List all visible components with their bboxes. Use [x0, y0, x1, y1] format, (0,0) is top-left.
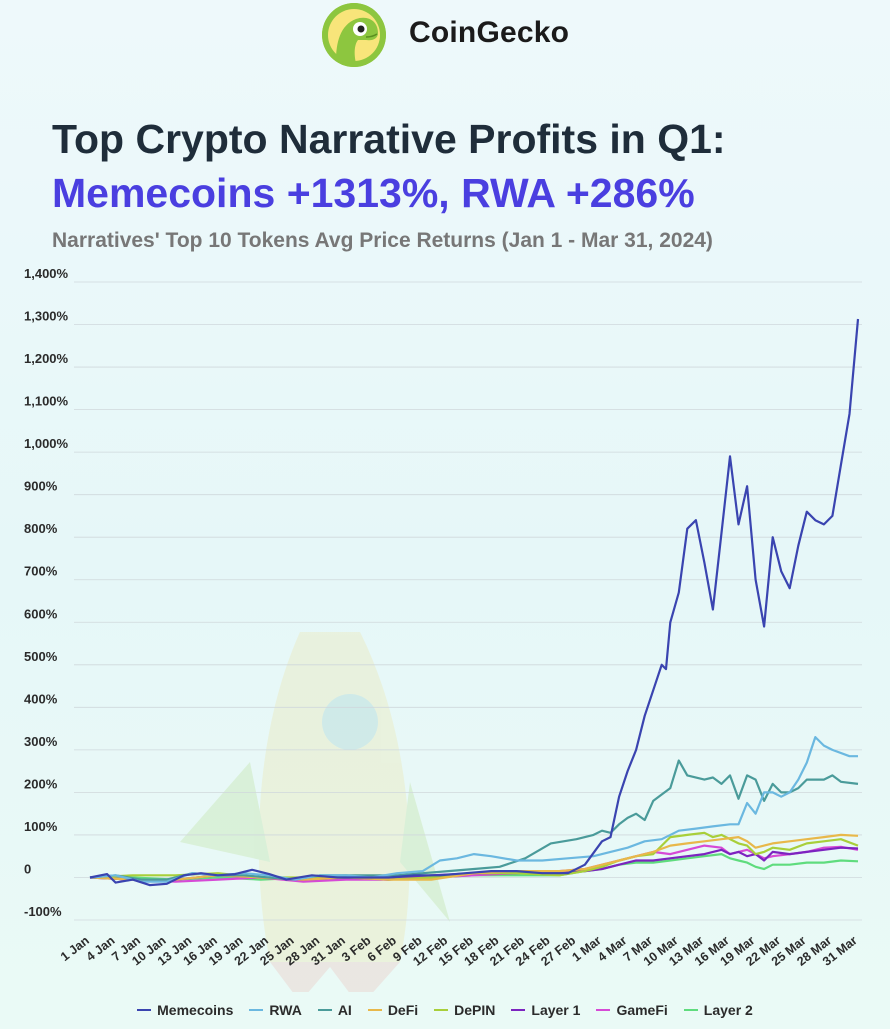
- y-tick-label: -100%: [24, 904, 62, 919]
- legend-item-memecoins[interactable]: Memecoins: [137, 1002, 233, 1018]
- legend-swatch: [683, 1009, 698, 1011]
- legend-label: Memecoins: [157, 1002, 234, 1018]
- chart-legend: Memecoins RWA AI DeFi DePIN Layer 1 GameFi Laye…: [0, 998, 890, 1022]
- legend-label: GameFi: [616, 1002, 668, 1018]
- legend-swatch: [434, 1009, 449, 1011]
- legend-item-depin[interactable]: DePIN: [434, 1002, 495, 1018]
- header-logo: CoinGecko: [0, 0, 890, 78]
- x-tick-label: 4 Jan: [84, 933, 118, 964]
- y-tick-label: 500%: [24, 649, 58, 664]
- y-tick-label: 800%: [24, 521, 58, 536]
- y-tick-label: 0: [24, 861, 31, 876]
- data-series: [89, 318, 860, 887]
- brand-name: CoinGecko: [409, 16, 570, 49]
- legend-label: DePIN: [454, 1002, 496, 1018]
- y-tick-label: 1,300%: [24, 309, 69, 324]
- series-line-defi: [89, 833, 859, 881]
- legend-label: RWA: [269, 1002, 302, 1018]
- gecko-icon: [322, 3, 386, 67]
- x-tick-label: 4 Mar: [595, 933, 629, 964]
- y-tick-label: 600%: [24, 606, 58, 621]
- legend-label: Layer 1: [531, 1002, 581, 1018]
- legend-swatch: [317, 1009, 332, 1011]
- y-tick-label: 300%: [24, 734, 58, 749]
- legend-item-ai[interactable]: AI: [317, 1002, 352, 1018]
- series-line-memecoins: [89, 318, 860, 887]
- y-tick-label: 1,200%: [24, 351, 69, 366]
- y-tick-label: 1,400%: [24, 266, 69, 281]
- chart-title: Top Crypto Narrative Profits in Q1:: [52, 116, 726, 162]
- legend-label: Layer 2: [703, 1002, 753, 1018]
- x-tick-label: 1 Jan: [58, 933, 92, 964]
- legend-item-layer-1[interactable]: Layer 1: [511, 1002, 580, 1018]
- legend-item-rwa[interactable]: RWA: [249, 1002, 302, 1018]
- legend-item-layer-2[interactable]: Layer 2: [683, 1002, 753, 1018]
- x-tick-label: 1 Mar: [569, 933, 603, 964]
- legend-swatch: [596, 1009, 611, 1011]
- y-tick-label: 900%: [24, 479, 58, 494]
- legend-item-defi[interactable]: DeFi: [367, 1002, 419, 1018]
- y-tick-label: 100%: [24, 819, 58, 834]
- y-tick-label: 1,000%: [24, 436, 69, 451]
- legend-swatch: [249, 1009, 264, 1011]
- legend-swatch: [137, 1009, 152, 1011]
- y-tick-label: 200%: [24, 776, 58, 791]
- y-tick-label: 700%: [24, 564, 58, 579]
- y-tick-label: 1,100%: [24, 394, 69, 409]
- legend-label: AI: [337, 1002, 352, 1018]
- chart-subtitle: Narratives' Top 10 Tokens Avg Price Retu…: [52, 229, 713, 252]
- legend-item-gamefi[interactable]: GameFi: [596, 1002, 668, 1018]
- line-chart: -100% 0 100% 200% 300% 400% 500% 600% 700% 800% 90…: [24, 266, 862, 992]
- series-line-rwa: [89, 736, 858, 883]
- legend-swatch: [367, 1009, 382, 1011]
- legend-label: DeFi: [387, 1002, 419, 1018]
- legend-swatch: [511, 1009, 526, 1011]
- grid-lines: [74, 281, 862, 921]
- coingecko-logo: [322, 3, 386, 67]
- y-axis: -100% 0 100% 200% 300% 400% 500% 600% 700% 800% 90…: [24, 266, 69, 919]
- y-tick-label: 400%: [24, 691, 58, 706]
- chart-highlight: Memecoins +1313%, RWA +286%: [52, 170, 695, 216]
